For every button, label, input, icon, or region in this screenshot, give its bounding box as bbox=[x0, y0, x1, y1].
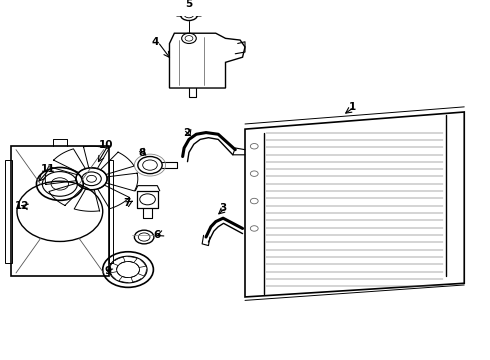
Text: 9: 9 bbox=[104, 266, 111, 276]
Text: 3: 3 bbox=[220, 203, 227, 213]
Text: 11: 11 bbox=[40, 163, 55, 174]
Text: 2: 2 bbox=[183, 127, 190, 138]
Text: 1: 1 bbox=[348, 102, 356, 112]
Text: 10: 10 bbox=[99, 140, 113, 149]
Bar bbox=[11, 146, 109, 276]
Text: 4: 4 bbox=[152, 37, 159, 47]
Text: 8: 8 bbox=[138, 148, 146, 158]
Text: 12: 12 bbox=[15, 201, 29, 211]
Bar bbox=[109, 160, 114, 263]
Bar bbox=[5, 160, 12, 263]
Text: 6: 6 bbox=[154, 230, 161, 240]
Text: 5: 5 bbox=[185, 0, 193, 9]
Text: 7: 7 bbox=[123, 198, 131, 208]
